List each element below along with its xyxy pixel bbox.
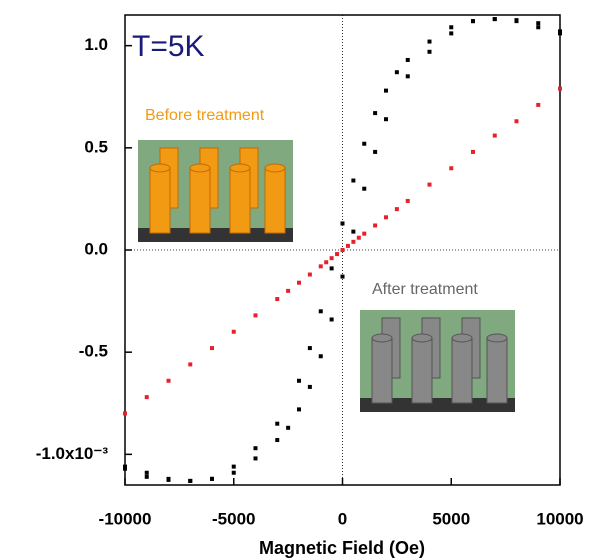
point [536, 25, 540, 29]
point [428, 40, 432, 44]
point [406, 58, 410, 62]
point [558, 87, 562, 91]
point [362, 232, 366, 236]
point [232, 465, 236, 469]
point [167, 477, 171, 481]
x-tick-label: -10000 [99, 509, 152, 528]
point [341, 248, 345, 252]
point [167, 379, 171, 383]
point [275, 422, 279, 426]
point [297, 379, 301, 383]
point [351, 240, 355, 244]
point [297, 407, 301, 411]
point [319, 264, 323, 268]
point [384, 89, 388, 93]
point [449, 166, 453, 170]
x-axis-label: Magnetic Field (Oe) [259, 538, 425, 558]
point [428, 50, 432, 54]
x-tick-label: 5000 [432, 509, 470, 528]
point [536, 103, 540, 107]
point [210, 477, 214, 481]
point [188, 479, 192, 483]
point [330, 266, 334, 270]
point [493, 134, 497, 138]
point [145, 475, 149, 479]
point [406, 199, 410, 203]
point [449, 25, 453, 29]
point [471, 19, 475, 23]
point [308, 346, 312, 350]
point [384, 117, 388, 121]
chart: T=5K Before treatment After treatment Ma… [0, 0, 595, 560]
point [406, 74, 410, 78]
point [324, 260, 328, 264]
point [373, 111, 377, 115]
point [275, 438, 279, 442]
annotation: T=5K [132, 30, 205, 63]
inset-after [360, 310, 515, 412]
point [351, 179, 355, 183]
point [471, 150, 475, 154]
point [330, 256, 334, 260]
point [362, 142, 366, 146]
point [232, 471, 236, 475]
point [188, 362, 192, 366]
point [536, 21, 540, 25]
x-tick-label: 10000 [536, 509, 583, 528]
x-tick-label: 0 [338, 509, 347, 528]
point [286, 426, 290, 430]
point [319, 354, 323, 358]
point [515, 18, 519, 22]
point [254, 446, 258, 450]
point [275, 297, 279, 301]
point [232, 330, 236, 334]
point [145, 471, 149, 475]
point [515, 119, 519, 123]
point [286, 289, 290, 293]
point [319, 309, 323, 313]
y-tick-label: 0.5 [84, 137, 108, 156]
y-tick-label: 0.0 [84, 239, 108, 258]
inset-before [138, 140, 293, 242]
point [395, 207, 399, 211]
point [210, 346, 214, 350]
y-tick-label: 1.0 [84, 35, 108, 54]
point [123, 411, 127, 415]
point [428, 183, 432, 187]
point [341, 221, 345, 225]
point [123, 465, 127, 469]
point [308, 273, 312, 277]
point [449, 31, 453, 35]
point [357, 236, 361, 240]
point [346, 244, 350, 248]
x-tick-label: -5000 [212, 509, 255, 528]
point [384, 215, 388, 219]
point [362, 187, 366, 191]
point [395, 70, 399, 74]
point [373, 223, 377, 227]
point [254, 313, 258, 317]
point [373, 150, 377, 154]
page: {"chart_data": {"type": "scatter", "x_la… [0, 0, 595, 560]
point [351, 230, 355, 234]
y-tick-label: -0.5 [79, 342, 108, 361]
annotation: After treatment [372, 281, 478, 298]
point [145, 395, 149, 399]
point [335, 252, 339, 256]
y-tick-label: -1.0x10⁻³ [36, 444, 109, 463]
annotation: Before treatment [145, 107, 265, 124]
point [297, 281, 301, 285]
point [341, 275, 345, 279]
point [493, 17, 497, 21]
point [308, 385, 312, 389]
point [254, 456, 258, 460]
point [558, 29, 562, 33]
point [330, 317, 334, 321]
